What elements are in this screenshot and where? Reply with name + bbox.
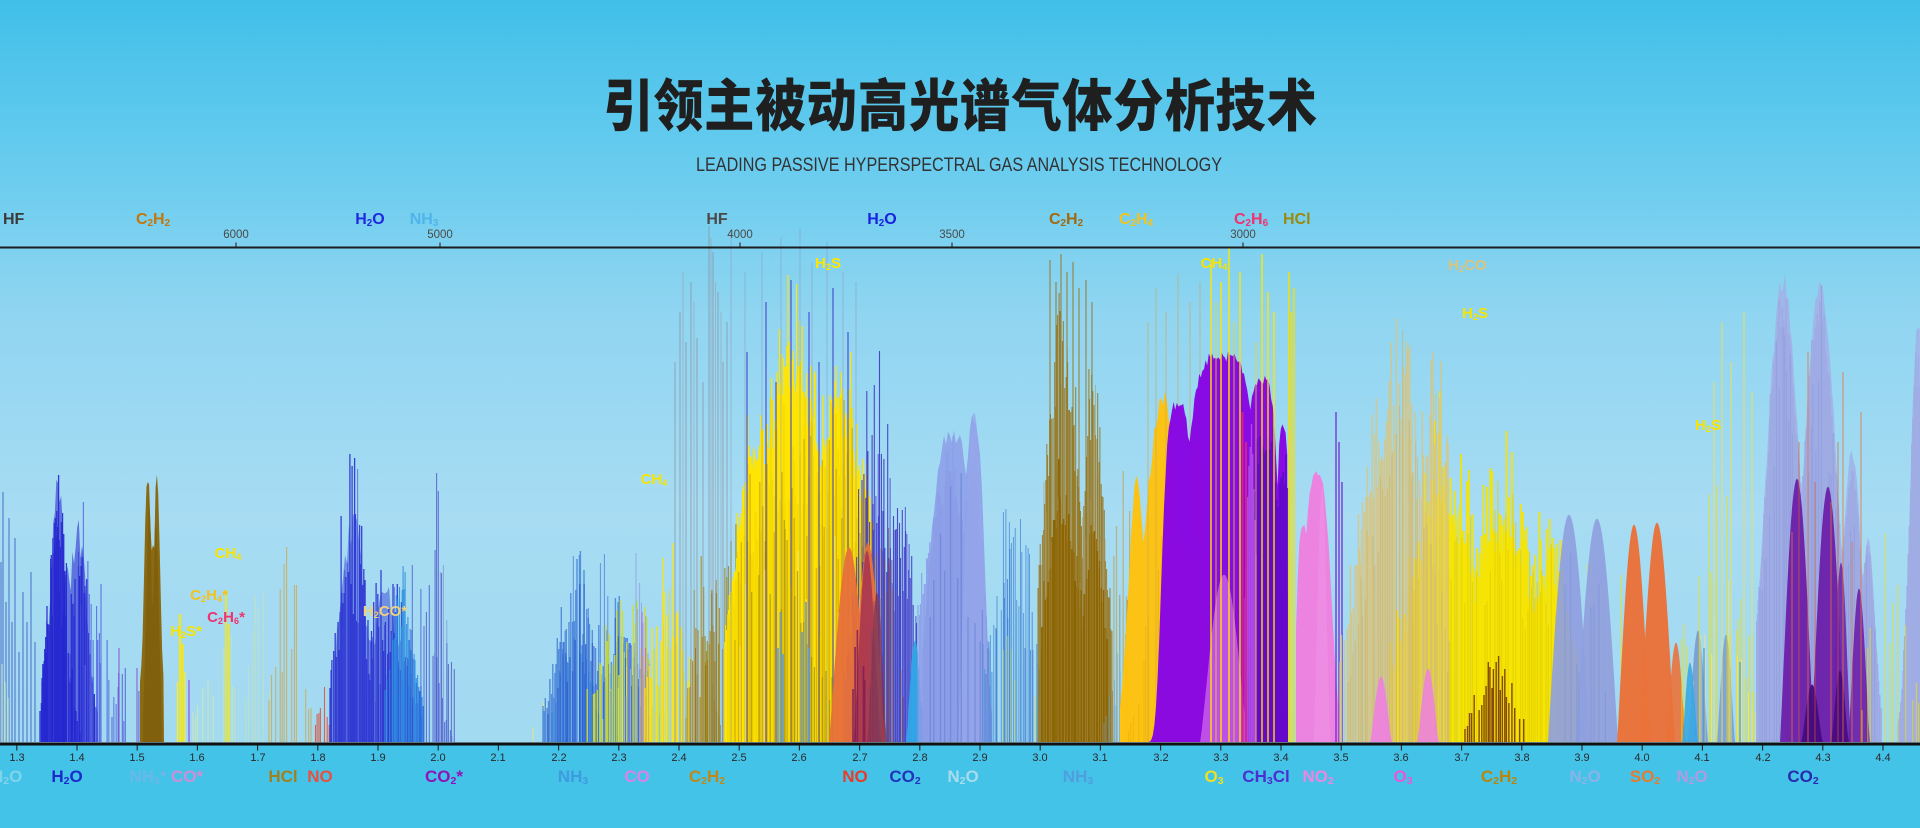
svg-text:4.3: 4.3 xyxy=(1815,752,1830,764)
svg-text:H2S*: H2S* xyxy=(170,623,202,640)
svg-text:3.2: 3.2 xyxy=(1153,752,1168,764)
svg-text:2.7: 2.7 xyxy=(852,752,867,764)
svg-text:1.7: 1.7 xyxy=(250,752,265,764)
svg-text:3.8: 3.8 xyxy=(1514,752,1529,764)
svg-text:4000: 4000 xyxy=(727,229,753,241)
svg-text:1.4: 1.4 xyxy=(69,752,84,764)
svg-text:HF: HF xyxy=(3,211,25,228)
svg-text:3.0: 3.0 xyxy=(1032,752,1047,764)
svg-text:3.5: 3.5 xyxy=(1333,752,1348,764)
svg-text:C2H4*: C2H4* xyxy=(190,587,228,604)
svg-text:HF: HF xyxy=(706,211,728,228)
svg-text:CO2*: CO2* xyxy=(425,767,463,787)
svg-text:H2CO: H2CO xyxy=(1448,257,1487,274)
svg-text:NH3*: NH3* xyxy=(129,767,166,787)
svg-text:NH3: NH3 xyxy=(558,767,589,787)
svg-text:CO2: CO2 xyxy=(1787,767,1819,787)
svg-text:3.1: 3.1 xyxy=(1092,752,1107,764)
svg-text:2.1: 2.1 xyxy=(490,752,505,764)
svg-text:1.6: 1.6 xyxy=(189,752,204,764)
svg-text:C2H6*: C2H6* xyxy=(207,609,245,626)
svg-text:2.3: 2.3 xyxy=(611,752,626,764)
svg-text:1.5: 1.5 xyxy=(129,752,144,764)
svg-text:1.3: 1.3 xyxy=(9,752,24,764)
svg-text:CH4: CH4 xyxy=(641,471,669,488)
svg-text:C2H6: C2H6 xyxy=(1234,211,1269,229)
svg-text:H2O: H2O xyxy=(355,211,385,229)
svg-text:4.4: 4.4 xyxy=(1875,752,1890,764)
svg-text:O3: O3 xyxy=(1393,767,1412,787)
svg-text:H2O: H2O xyxy=(51,767,82,787)
svg-text:NH3: NH3 xyxy=(410,211,439,229)
svg-text:NH3: NH3 xyxy=(1063,767,1094,787)
svg-text:C2H2: C2H2 xyxy=(1049,211,1084,229)
svg-text:H2S: H2S xyxy=(1462,305,1488,322)
svg-text:2.8: 2.8 xyxy=(912,752,927,764)
svg-text:H2S: H2S xyxy=(815,255,841,272)
svg-text:H2S: H2S xyxy=(1695,417,1721,434)
svg-text:2.6: 2.6 xyxy=(791,752,806,764)
svg-text:O3: O3 xyxy=(1204,767,1223,787)
svg-text:CO*: CO* xyxy=(171,767,204,786)
svg-text:2.5: 2.5 xyxy=(731,752,746,764)
svg-text:3500: 3500 xyxy=(939,229,965,241)
svg-text:6000: 6000 xyxy=(223,229,249,241)
svg-text:CO: CO xyxy=(624,767,650,786)
svg-text:3000: 3000 xyxy=(1230,229,1256,241)
svg-text:HCl: HCl xyxy=(1283,211,1311,228)
svg-text:1.9: 1.9 xyxy=(370,752,385,764)
svg-text:H2O: H2O xyxy=(867,211,897,229)
svg-text:C2H2: C2H2 xyxy=(1481,767,1517,787)
svg-text:3.4: 3.4 xyxy=(1273,752,1288,764)
svg-text:4.2: 4.2 xyxy=(1755,752,1770,764)
svg-text:3.6: 3.6 xyxy=(1393,752,1408,764)
svg-text:SO2: SO2 xyxy=(1630,767,1661,787)
svg-text:5000: 5000 xyxy=(427,229,453,241)
svg-text:CH4: CH4 xyxy=(215,545,243,562)
svg-text:2.4: 2.4 xyxy=(671,752,686,764)
svg-text:1.8: 1.8 xyxy=(310,752,325,764)
svg-text:2.2: 2.2 xyxy=(551,752,566,764)
svg-text:3.7: 3.7 xyxy=(1454,752,1469,764)
svg-text:HCl: HCl xyxy=(268,767,297,786)
svg-text:N2O: N2O xyxy=(947,767,978,787)
svg-text:LEADING PASSIVE HYPERSPECTRAL: LEADING PASSIVE HYPERSPECTRAL GAS ANALYS… xyxy=(696,154,1222,176)
svg-text:N2O: N2O xyxy=(1569,767,1600,787)
svg-text:2.9: 2.9 xyxy=(972,752,987,764)
svg-text:NO: NO xyxy=(842,767,868,786)
svg-text:H2CO*: H2CO* xyxy=(363,603,408,620)
svg-text:C2H2: C2H2 xyxy=(689,767,725,787)
svg-text:C2H2: C2H2 xyxy=(136,211,171,229)
svg-text:N2O: N2O xyxy=(1676,767,1707,787)
svg-text:NO: NO xyxy=(307,767,333,786)
svg-text:3.3: 3.3 xyxy=(1213,752,1228,764)
svg-text:CO2: CO2 xyxy=(889,767,921,787)
svg-text:NO2: NO2 xyxy=(1302,767,1334,787)
svg-text:C2H4: C2H4 xyxy=(1119,211,1154,229)
svg-text:CH3Cl: CH3Cl xyxy=(1242,767,1289,787)
svg-text:3.9: 3.9 xyxy=(1574,752,1589,764)
svg-text:4.1: 4.1 xyxy=(1694,752,1709,764)
svg-text:2.0: 2.0 xyxy=(430,752,445,764)
svg-text:4.0: 4.0 xyxy=(1634,752,1649,764)
svg-text:CH4: CH4 xyxy=(1201,255,1229,272)
